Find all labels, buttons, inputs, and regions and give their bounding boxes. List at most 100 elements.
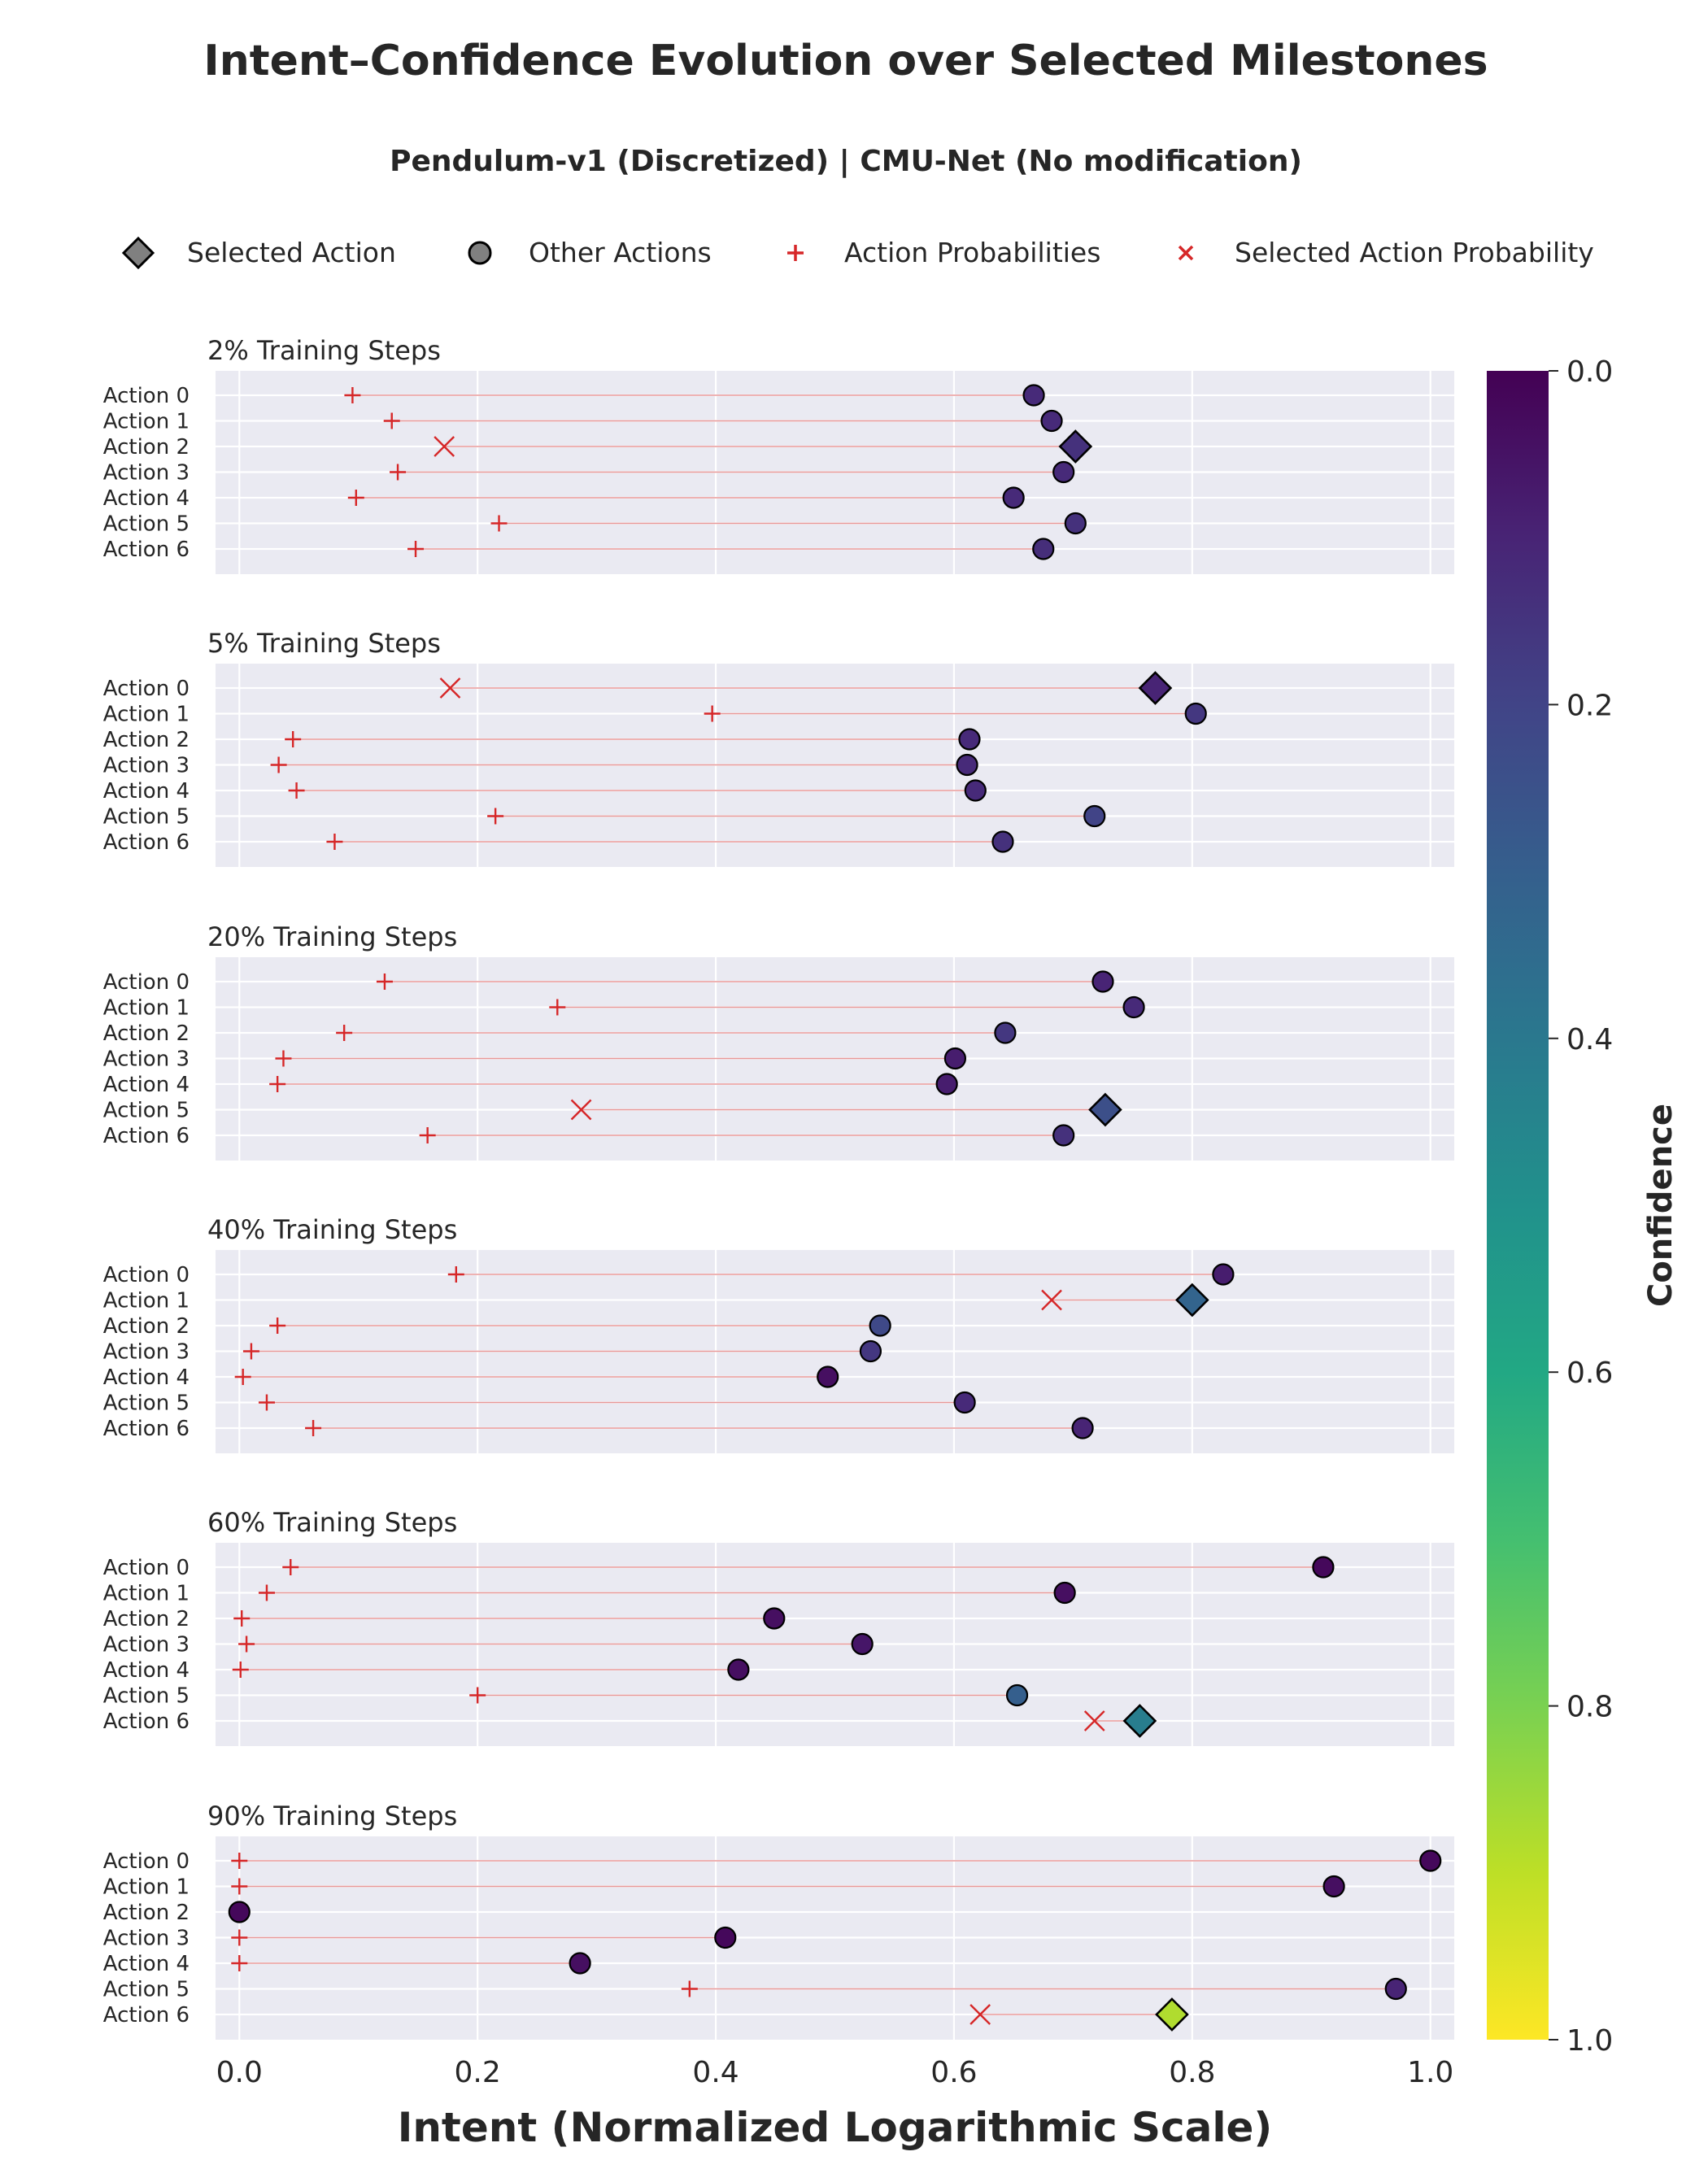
selected-action-marker: [1174, 1283, 1209, 1318]
probability-marker: [490, 515, 508, 532]
probability-marker: [336, 1025, 353, 1041]
probability-marker: [376, 973, 393, 990]
action-label: Action 3: [103, 1927, 190, 1951]
probability-marker: [234, 1369, 251, 1385]
legend-item-circle: Other Actions: [468, 237, 712, 268]
action-label: Action 4: [103, 1658, 190, 1683]
action-label: Action 1: [103, 996, 190, 1021]
selected-probability-marker: [1041, 1289, 1062, 1311]
action-label: Action 1: [103, 410, 190, 434]
selected-action-marker: [1122, 1704, 1157, 1738]
action-marker: [569, 1952, 591, 1975]
action-marker: [1212, 1263, 1235, 1286]
action-marker: [228, 1901, 251, 1923]
probability-marker: [487, 808, 504, 825]
colorbar-tick-label: 0.0: [1566, 355, 1613, 389]
action-marker: [1384, 1977, 1407, 2001]
action-marker: [859, 1339, 882, 1363]
action-label: Action 6: [103, 1417, 190, 1441]
action-label: Action 6: [103, 830, 190, 855]
colorbar: 0.0 0.2 0.4 0.6 0.8 1.0 Confidence: [1487, 355, 1680, 2058]
x-axis-label: Intent (Normalized Logarithmic Scale): [398, 2104, 1273, 2151]
action-marker: [1322, 1875, 1345, 1898]
action-label: Action 1: [103, 1875, 190, 1900]
panel-title: 60% Training Steps: [207, 1507, 457, 1538]
selected-probability-marker: [570, 1099, 592, 1121]
action-label: Action 4: [103, 486, 190, 511]
probability-marker: [258, 1394, 275, 1411]
action-label: Action 4: [103, 1952, 190, 1976]
action-label: Action 3: [103, 1340, 190, 1365]
selected-probability-marker: [439, 677, 461, 699]
action-label: Action 0: [103, 970, 190, 995]
colorbar-tick-label: 1.0: [1566, 2024, 1613, 2058]
probability-marker: [305, 1420, 322, 1436]
action-marker: [1053, 1581, 1076, 1605]
action-label: Action 5: [103, 805, 190, 830]
action-marker: [714, 1926, 737, 1949]
action-label: Action 2: [103, 435, 190, 459]
x-tick-label: 0.4: [692, 2056, 739, 2089]
action-marker: [1419, 1849, 1442, 1872]
action-label: Action 4: [103, 779, 190, 804]
chart-title: Intent–Confidence Evolution over Selecte…: [203, 37, 1488, 85]
probability-marker: [231, 1878, 248, 1895]
probability-marker: [549, 999, 566, 1016]
action-marker: [727, 1658, 750, 1681]
action-marker: [1312, 1556, 1335, 1579]
panel-title: 2% Training Steps: [207, 335, 441, 366]
probability-marker: [238, 1635, 255, 1653]
legend: Selected Action Other Actions Action Proba…: [121, 236, 1594, 270]
probability-marker: [344, 387, 361, 403]
action-label: Action 1: [103, 1582, 190, 1606]
action-marker: [1040, 409, 1063, 433]
chart-subtitle: Pendulum-v1 (Discretized) | CMU-Net (No …: [390, 145, 1302, 178]
selected-action-marker: [1058, 429, 1093, 464]
action-label: Action 5: [103, 1392, 190, 1416]
colorbar-tick-label: 0.8: [1566, 1691, 1613, 1724]
action-label: Action 2: [103, 728, 190, 752]
action-label: Action 0: [103, 1263, 190, 1287]
action-label: Action 0: [103, 1556, 190, 1580]
x-axis: 0.0 0.2 0.4 0.6 0.8 1.0 Intent (Normalized Log…: [216, 2056, 1454, 2151]
probability-marker: [347, 490, 364, 506]
probability-marker: [326, 834, 343, 850]
action-marker: [1071, 1417, 1094, 1439]
action-label: Action 5: [103, 1978, 190, 2002]
action-marker: [851, 1632, 874, 1656]
action-label: Action 3: [103, 754, 190, 778]
selected-probability-marker: [969, 2004, 991, 2025]
action-marker: [964, 779, 987, 802]
action-label: Action 2: [103, 1314, 190, 1339]
selected-action-marker: [1155, 1997, 1189, 2032]
selected-action-marker: [1138, 671, 1173, 705]
action-label: Action 1: [103, 1289, 190, 1313]
selected-probability-marker: [434, 436, 455, 457]
action-label: Action 0: [103, 1849, 190, 1874]
action-label: Action 6: [103, 2003, 190, 2027]
action-label: Action 4: [103, 1365, 190, 1390]
action-label: Action 4: [103, 1073, 190, 1097]
action-marker: [1091, 970, 1114, 993]
colorbar-tick-label: 0.2: [1566, 689, 1613, 722]
action-marker: [1005, 1683, 1029, 1707]
action-label: Action 0: [103, 677, 190, 701]
legend-item-x: Selected Action Probability: [1178, 237, 1594, 268]
action-label: Action 5: [103, 1684, 190, 1709]
action-marker: [956, 753, 978, 777]
x-tick-label: 1.0: [1407, 2056, 1453, 2089]
action-label: Action 3: [103, 461, 190, 486]
action-marker: [935, 1073, 958, 1095]
legend-label: Action Probabilities: [844, 237, 1100, 268]
probability-marker: [258, 1584, 275, 1601]
probability-marker: [231, 1853, 248, 1869]
action-marker: [1083, 804, 1106, 828]
colorbar-label: Confidence: [1642, 1104, 1680, 1307]
